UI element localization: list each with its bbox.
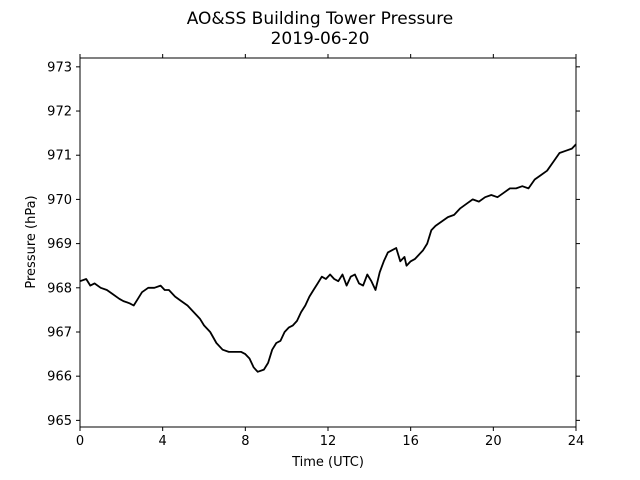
- y-tick-label: 966: [47, 370, 72, 385]
- plot-frame: [79, 57, 577, 428]
- pressure-line: [79, 143, 577, 373]
- x-tick-label: 16: [402, 434, 419, 449]
- y-axis-label: Pressure (hPa): [24, 195, 39, 288]
- x-axis-label: Time (UTC): [291, 455, 364, 470]
- y-tick-label: 969: [47, 237, 72, 252]
- chart-subtitle: 2019-06-20: [271, 29, 370, 49]
- y-tick-label: 970: [47, 193, 72, 208]
- y-tick-label: 972: [47, 105, 72, 120]
- chart-title: AO&SS Building Tower Pressure: [187, 9, 454, 29]
- x-tick-label: 4: [159, 434, 167, 449]
- x-tick-label: 24: [568, 434, 585, 449]
- y-tick-label: 973: [47, 60, 72, 75]
- x-tick-label: 12: [320, 434, 337, 449]
- y-tick-label: 967: [47, 325, 72, 340]
- x-tick-label: 0: [76, 434, 84, 449]
- x-tick-label: 20: [485, 434, 502, 449]
- y-tick-label: 968: [47, 281, 72, 296]
- y-tick-label: 965: [47, 414, 72, 429]
- plot-area: 0 4 8 12 16 20 24 965 966 967 968 969 970 971 972 973: [47, 54, 584, 449]
- y-tick-label: 971: [47, 149, 72, 164]
- x-tick-label: 8: [241, 434, 249, 449]
